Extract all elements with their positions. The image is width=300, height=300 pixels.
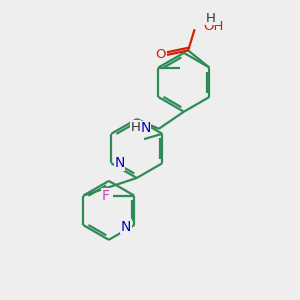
Text: N: N	[114, 156, 125, 170]
Text: H: H	[206, 12, 216, 25]
Text: H: H	[131, 121, 141, 134]
Text: O: O	[155, 48, 166, 62]
Text: F: F	[102, 189, 110, 202]
Text: N: N	[140, 121, 151, 135]
Text: N: N	[121, 220, 131, 234]
Text: OH: OH	[203, 20, 223, 33]
